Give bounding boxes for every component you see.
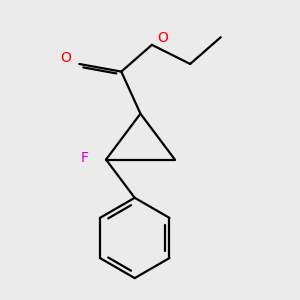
Text: O: O bbox=[157, 31, 168, 45]
Text: O: O bbox=[60, 51, 71, 65]
Text: F: F bbox=[81, 151, 89, 165]
